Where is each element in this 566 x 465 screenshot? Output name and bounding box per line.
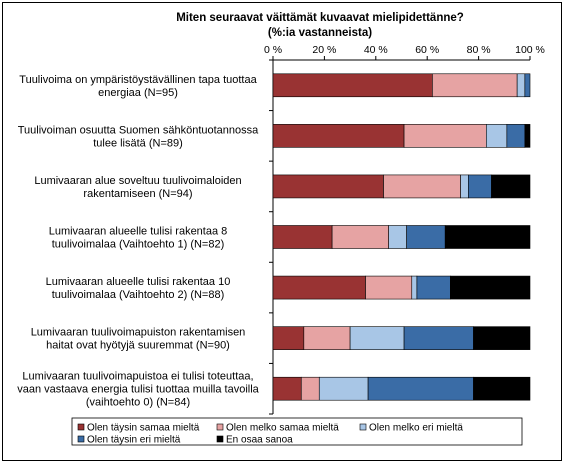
x-tick-label: 100 % bbox=[515, 44, 545, 56]
category-label: Lumivaaran alueelle tulisi rakentaa 8 tuu… bbox=[49, 226, 228, 251]
bar-segment bbox=[411, 275, 418, 300]
legend-label: Olen täysin eri mieltä bbox=[87, 435, 181, 446]
bar-segment bbox=[450, 275, 531, 300]
bar-segment bbox=[367, 376, 474, 401]
category-label: Tuulivoima on ympäristöystävällinen tapa… bbox=[19, 74, 257, 99]
legend-label: Olen melko eri mieltä bbox=[369, 423, 463, 434]
bar-segment bbox=[349, 326, 405, 350]
x-tick-label: 40 % bbox=[364, 44, 388, 56]
bar-segment bbox=[403, 124, 487, 148]
category-label: Lumivaaran alueelle tulisi rakentaa 10 tu… bbox=[46, 276, 231, 301]
bar-segment bbox=[524, 73, 531, 98]
bar-segment bbox=[473, 326, 531, 350]
bar-segment bbox=[272, 124, 405, 148]
bar-segment bbox=[300, 376, 320, 401]
bar-segment bbox=[272, 376, 302, 401]
legend-swatch bbox=[216, 435, 224, 443]
bar-segment bbox=[516, 73, 526, 98]
legend-box bbox=[71, 417, 523, 446]
bar-segment bbox=[486, 124, 508, 148]
legend-label: En osaa sanoa bbox=[226, 435, 293, 446]
legend-swatch bbox=[77, 423, 85, 431]
x-tick-label: 20 % bbox=[312, 44, 336, 56]
bar-segment bbox=[460, 174, 469, 199]
bar-segment bbox=[272, 73, 433, 98]
bar-segment bbox=[331, 225, 389, 249]
legend-swatch bbox=[77, 435, 85, 443]
x-tick-label: 80 % bbox=[467, 44, 491, 56]
category-label: Lumivaaran alue soveltuu tuulivoimaloide… bbox=[34, 175, 241, 200]
x-tick-label: 60 % bbox=[415, 44, 439, 56]
bar-segment bbox=[473, 376, 531, 401]
bar-segment bbox=[272, 275, 366, 300]
bar-segment bbox=[416, 275, 451, 300]
bar-segment bbox=[388, 225, 407, 249]
legend-label: Olen täysin samaa mieltä bbox=[87, 423, 200, 434]
legend-label: Olen melko samaa mieltä bbox=[226, 423, 339, 434]
bar-segment bbox=[444, 225, 531, 249]
bar-segment bbox=[383, 174, 461, 199]
category-label: Lumivaaran tuulivoimapuistoa ei tulisi t… bbox=[17, 371, 259, 409]
bar-segment bbox=[272, 225, 333, 249]
legend-swatch bbox=[359, 423, 367, 431]
x-tick-label: 0 % bbox=[264, 44, 282, 56]
bar-segment bbox=[365, 275, 413, 300]
bar-segment bbox=[403, 326, 474, 350]
bar-segment bbox=[272, 174, 384, 199]
bar-segment bbox=[491, 174, 531, 199]
category-label: Tuulivoiman osuutta Suomen sähköntuotann… bbox=[18, 124, 259, 149]
chart-subtitle: (%:ia vastanneista) bbox=[268, 27, 372, 39]
bar-segment bbox=[524, 124, 531, 148]
bar-segment bbox=[406, 225, 446, 249]
bar-segment bbox=[468, 174, 492, 199]
bar-segment bbox=[318, 376, 369, 401]
legend-swatch bbox=[216, 423, 224, 431]
chart-title: Miten seuraavat väittämät kuvaavat mieli… bbox=[176, 12, 464, 24]
bar-segment bbox=[272, 326, 305, 350]
category-label: Lumivaaran tuulivoimapuiston rakentamise… bbox=[31, 327, 246, 352]
bar-segment bbox=[432, 73, 518, 98]
bar-segment bbox=[506, 124, 526, 148]
bar-segment bbox=[303, 326, 351, 350]
